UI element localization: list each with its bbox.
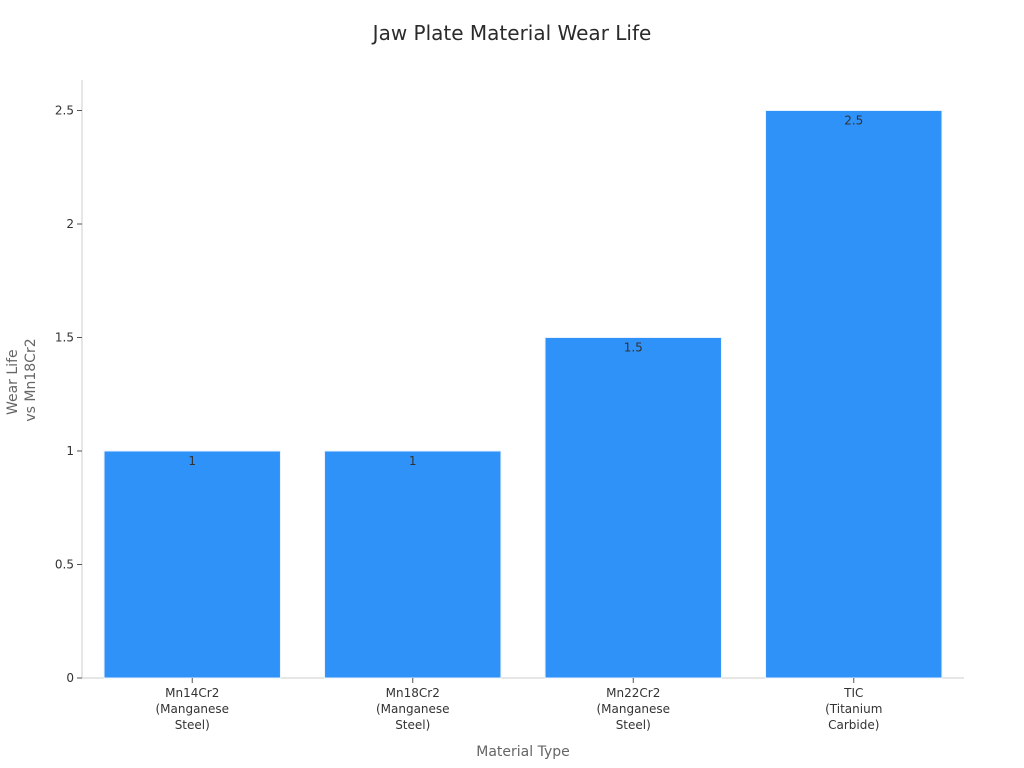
x-tick-label-line: Steel)	[395, 718, 430, 732]
x-tick-label-line: Steel)	[616, 718, 651, 732]
x-tick-label-line: (Manganese	[376, 702, 450, 716]
chart-title: Jaw Plate Material Wear Life	[371, 21, 652, 45]
y-tick-label: 0	[66, 671, 74, 685]
y-tick-label: 2	[66, 217, 74, 231]
y-tick-label: 2.5	[55, 104, 74, 118]
bars	[103, 110, 943, 679]
x-tick-label: Mn22Cr2 (Manganese Steel)	[596, 686, 670, 732]
x-tick-label-line: (Manganese	[596, 702, 670, 716]
y-axis-title-line-2: vs Mn18Cr2	[23, 338, 39, 421]
x-tick-labels: Mn14Cr2 (Manganese Steel) Mn18Cr2 (Manganese…	[155, 678, 882, 732]
data-label: 2.5	[844, 114, 863, 128]
data-labels: 1 1 1.5 2.5	[188, 114, 863, 469]
x-tick-label-line: TIC	[843, 686, 863, 700]
data-label: 1.5	[624, 341, 643, 355]
y-tick-label: 1	[66, 444, 74, 458]
bar	[324, 450, 502, 679]
x-axis-title: Material Type	[476, 744, 569, 760]
x-tick-label-line: Mn14Cr2	[165, 686, 219, 700]
bar	[103, 450, 281, 679]
x-tick-label-line: Mn22Cr2	[606, 686, 660, 700]
y-tick-label: 1.5	[55, 331, 74, 345]
y-axis-title-line-1: Wear Life	[5, 349, 21, 415]
y-tick-labels: 0 0.5 1 1.5 2 2.5	[55, 104, 82, 685]
y-tick-label: 0.5	[55, 558, 74, 572]
x-tick-label: Mn18Cr2 (Manganese Steel)	[376, 686, 450, 732]
data-label: 1	[409, 454, 417, 468]
y-axis-title: Wear Life vs Mn18Cr2	[5, 338, 39, 421]
bar	[765, 110, 943, 679]
bar	[544, 337, 722, 679]
data-label: 1	[188, 454, 196, 468]
x-tick-label-line: Carbide)	[828, 718, 879, 732]
x-tick-label: Mn14Cr2 (Manganese Steel)	[155, 686, 229, 732]
x-tick-label: TIC (Titanium Carbide)	[825, 686, 882, 732]
x-tick-label-line: (Manganese	[155, 702, 229, 716]
x-tick-label-line: Steel)	[175, 718, 210, 732]
x-tick-label-line: (Titanium	[825, 702, 882, 716]
x-tick-label-line: Mn18Cr2	[386, 686, 440, 700]
